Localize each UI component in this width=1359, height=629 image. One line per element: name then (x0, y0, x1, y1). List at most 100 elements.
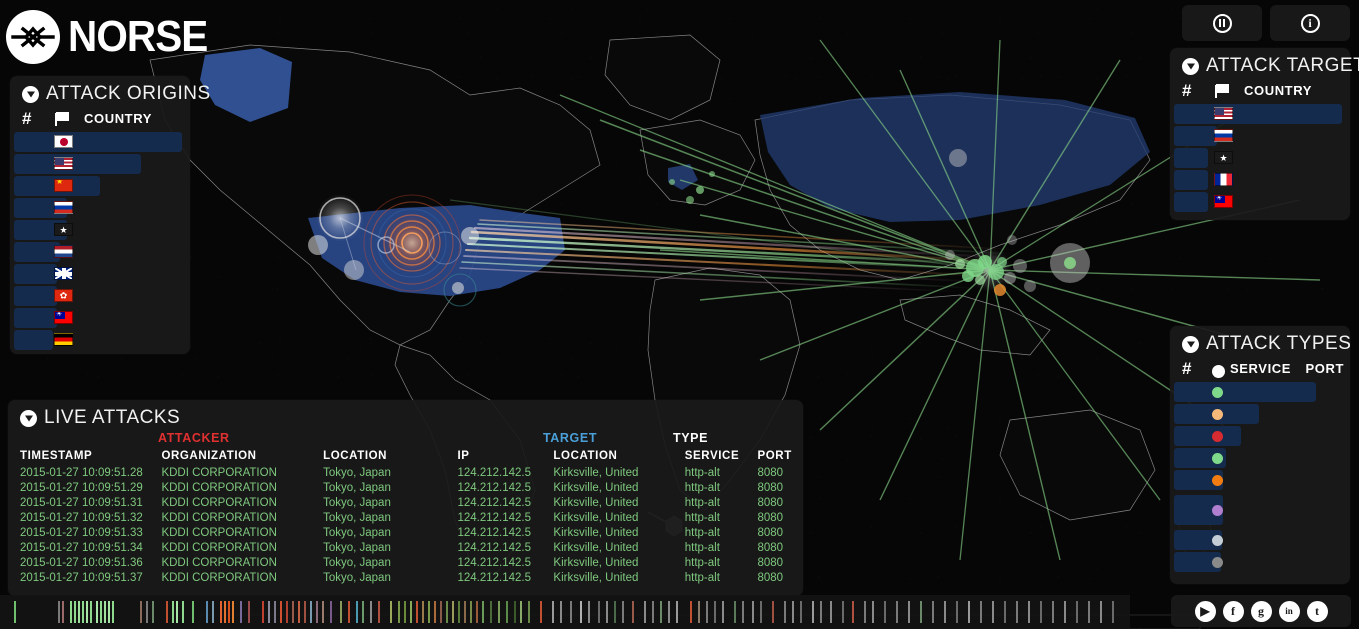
country-row[interactable] (1170, 169, 1350, 191)
timeline-tick (172, 601, 174, 623)
timeline-tick (58, 601, 60, 623)
timeline-tick (82, 601, 84, 623)
norse-logo[interactable]: NORSE (6, 10, 219, 64)
cell-timestamp: 2015-01-27 10:09:51.33 (20, 526, 143, 539)
country-row[interactable] (10, 153, 190, 175)
service-count (1174, 551, 1206, 573)
service-row[interactable] (1170, 447, 1350, 469)
cell-attacker-location: Tokyo, Japan (323, 556, 391, 569)
live-attack-row[interactable]: 2015-01-27 10:09:51.32 KDDI CORPORATION To… (20, 510, 803, 525)
country-row[interactable] (1170, 191, 1350, 213)
pause-button[interactable] (1182, 5, 1262, 41)
service-row[interactable] (1170, 425, 1350, 447)
country-row[interactable] (10, 175, 190, 197)
service-row[interactable] (1170, 469, 1350, 491)
triangle-down-icon[interactable] (1182, 57, 1199, 75)
country-row[interactable] (1170, 147, 1350, 169)
triangle-down-icon[interactable] (22, 85, 39, 103)
googleplus-icon[interactable]: g (1250, 600, 1272, 622)
country-row[interactable] (10, 285, 190, 307)
country-row[interactable] (10, 329, 190, 351)
country-row[interactable] (10, 307, 190, 329)
country-row[interactable] (10, 241, 190, 263)
timeline-tick (304, 601, 306, 623)
live-attack-row[interactable]: 2015-01-27 10:09:51.29 KDDI CORPORATION To… (20, 480, 803, 495)
live-attack-row[interactable]: 2015-01-27 10:09:51.28 KDDI CORPORATION To… (20, 465, 803, 480)
cell-service: http-alt (684, 526, 720, 539)
timeline-tick (830, 601, 832, 623)
linkedin-icon[interactable]: in (1278, 600, 1300, 622)
live-attack-row[interactable]: 2015-01-27 10:09:51.37 KDDI CORPORATION To… (20, 570, 803, 585)
facebook-icon[interactable]: f (1222, 600, 1244, 622)
country-row[interactable] (10, 263, 190, 285)
country-row[interactable] (10, 197, 190, 219)
service-row[interactable] (1170, 491, 1350, 529)
service-color-dot (1212, 505, 1223, 516)
timeline-tick (1040, 601, 1042, 623)
service-name (1230, 529, 1308, 551)
live-attacks-table: TIMESTAMP ORGANIZATION LOCATION IP LOCAT… (20, 450, 803, 585)
timeline-tick (698, 601, 700, 623)
timeline-tick (968, 601, 970, 623)
info-button[interactable]: i (1270, 5, 1350, 41)
timeline-tick (78, 601, 80, 623)
col-service: SERVICE (684, 450, 740, 462)
col-attacker-location: LOCATION (323, 450, 388, 462)
service-row[interactable] (1170, 529, 1350, 551)
live-attack-row[interactable]: 2015-01-27 10:09:51.33 KDDI CORPORATION To… (20, 525, 803, 540)
triangle-down-icon[interactable] (1182, 335, 1199, 353)
timeline-tick (452, 601, 454, 623)
country-row[interactable] (1170, 103, 1350, 125)
youtube-icon[interactable]: ▶ (1194, 600, 1216, 622)
attack-targets-title: ATTACK TARGETS (1206, 55, 1359, 76)
cell-ip: 124.212.142.5 (457, 541, 531, 554)
attack-origins-header[interactable]: ATTACK ORIGINS (10, 76, 210, 107)
live-attack-row[interactable]: 2015-01-27 10:09:51.36 KDDI CORPORATION To… (20, 555, 803, 570)
cell-organization: KDDI CORPORATION (161, 526, 277, 539)
col-timestamp: TIMESTAMP (20, 450, 93, 462)
attack-targets-header[interactable]: ATTACK TARGETS (1170, 48, 1359, 79)
twitter-icon[interactable]: t (1306, 600, 1328, 622)
service-color-dot (1212, 431, 1223, 442)
country-row[interactable] (10, 219, 190, 241)
cell-organization: KDDI CORPORATION (161, 466, 277, 479)
timeline-tick (760, 601, 762, 623)
service-name (1230, 425, 1308, 447)
live-attack-row[interactable]: 2015-01-27 10:09:51.34 KDDI CORPORATION To… (20, 540, 803, 555)
origins-count-header: # (22, 109, 32, 128)
live-attacks-header[interactable]: LIVE ATTACKS (8, 400, 803, 431)
service-row[interactable] (1170, 381, 1350, 403)
country-count-bar (1174, 170, 1208, 190)
country-count (14, 285, 50, 307)
service-count-bar (1174, 426, 1241, 446)
timeline-tick (792, 601, 794, 623)
triangle-down-icon[interactable] (20, 409, 37, 427)
timeline-tick (476, 601, 478, 623)
country-count-bar (14, 308, 57, 328)
cell-organization: KDDI CORPORATION (161, 481, 277, 494)
cell-target-location: Kirksville, United (553, 526, 639, 539)
country-count (14, 131, 50, 153)
live-attack-row[interactable]: 2015-01-27 10:09:51.31 KDDI CORPORATION To… (20, 495, 803, 510)
col-target-location: LOCATION (553, 450, 618, 462)
timeline-tick (112, 601, 114, 623)
country-row[interactable] (10, 131, 190, 153)
timeline-tick (622, 601, 624, 623)
country-count (1174, 191, 1210, 213)
timeline-tick (86, 601, 88, 623)
timeline-tick (104, 601, 106, 623)
service-row[interactable] (1170, 403, 1350, 425)
timeline-tick (356, 601, 358, 623)
timeline-tick (370, 601, 372, 623)
country-row[interactable] (1170, 125, 1350, 147)
cell-attacker-location: Tokyo, Japan (323, 496, 391, 509)
timeline-tick (220, 601, 222, 623)
timeline-tick (944, 601, 946, 623)
cell-ip: 124.212.142.5 (457, 496, 531, 509)
timeline-tick (896, 601, 898, 623)
country-flag-icon (54, 245, 73, 258)
service-row[interactable] (1170, 551, 1350, 573)
attack-timeline-bar[interactable] (0, 595, 1130, 629)
timeline-tick (322, 601, 324, 623)
attack-types-header[interactable]: ATTACK TYPES (1170, 326, 1351, 357)
